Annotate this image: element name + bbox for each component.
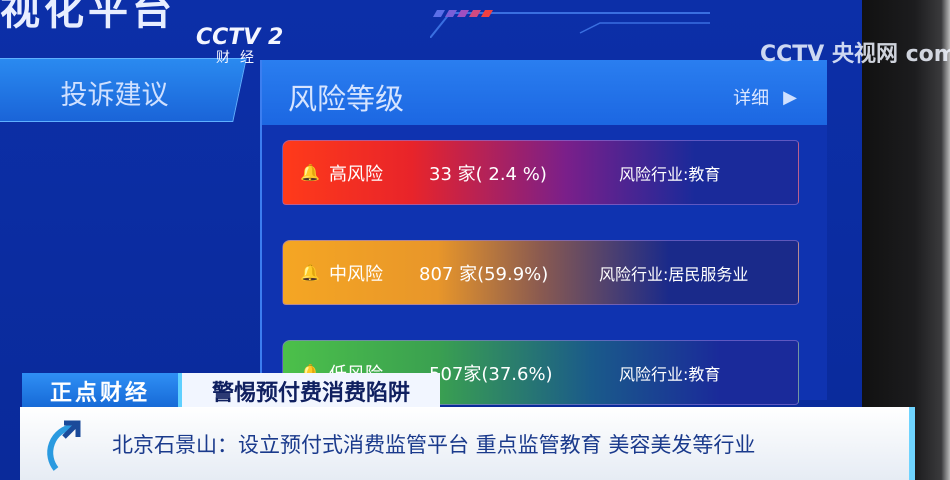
stripe-decoration <box>432 10 494 17</box>
panel-title: 风险等级 <box>288 82 405 116</box>
channel-logo: CCTV 2 财经 <box>196 25 284 67</box>
risk-industry: 风险行业:教育 <box>619 364 721 384</box>
risk-row-high[interactable]: 🔔 高风险 33 家( 2.4 %) 风险行业:教育 <box>282 140 799 205</box>
risk-count: 33 家( 2.4 %) <box>429 163 547 185</box>
risk-industry: 风险行业:居民服务业 <box>599 264 749 284</box>
monitor-bezel <box>862 0 950 480</box>
risk-level-panel: 风险等级 详细 ▶ 🔔 高风险 33 家( 2.4 %) 风险行业:教育 🔔 中… <box>260 60 827 405</box>
bell-icon: 🔔 <box>300 263 320 282</box>
headline-text: 北京石景山：设立预付式消费监管平台 重点监管教育 美容美发等行业 <box>112 433 756 457</box>
cctv-com-watermark: CCTV 央视网 com <box>760 36 950 68</box>
double-chevron-right-icon: ▶ <box>783 86 797 108</box>
channel-name: 财经 <box>216 50 264 66</box>
button-label: 投诉建议 <box>60 80 169 111</box>
dashboard-title: 视化平台 <box>0 0 176 34</box>
detail-label: 详细 <box>733 88 770 109</box>
complaint-suggestion-button[interactable]: 投诉建议 <box>0 58 247 122</box>
program-name: 正点财经 <box>22 373 178 408</box>
watermark-text: CCTV 央视网 com <box>760 42 950 67</box>
risk-count: 807 家(59.9%) <box>419 263 549 285</box>
panel-header: 风险等级 详细 ▶ <box>262 60 827 125</box>
dashboard-screen: 视化平台 投诉建议 风险等级 详细 ▶ 🔔 高风险 33 家( 2.4 %) 风… <box>0 0 865 480</box>
risk-industry: 风险行业:教育 <box>619 164 721 184</box>
arrow-logo-icon <box>47 420 81 471</box>
risk-level: 高风险 <box>329 163 383 185</box>
topic-banner: 警惕预付费消费陷阱 <box>178 373 440 408</box>
risk-level: 中风险 <box>329 263 383 285</box>
risk-count: 507家(37.6%) <box>429 363 553 385</box>
channel-logo-text: CCTV 2 <box>196 25 284 50</box>
risk-row-medium[interactable]: 🔔 中风险 807 家(59.9%) 风险行业:居民服务业 <box>282 240 799 305</box>
detail-link[interactable]: 详细 ▶ <box>733 84 797 110</box>
headline-bar: 北京石景山：设立预付式消费监管平台 重点监管教育 美容美发等行业 <box>20 407 915 480</box>
bell-icon: 🔔 <box>300 163 320 182</box>
